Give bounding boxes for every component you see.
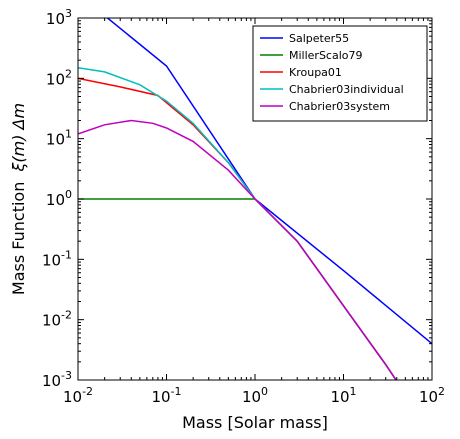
x-tick-label-exp: -1 <box>171 385 182 398</box>
x-tick-label: 100 <box>242 385 268 406</box>
x-tick-label-exp: 0 <box>261 385 268 398</box>
y-tick-label-base: 10 <box>46 70 65 88</box>
y-tick-label-exp: 1 <box>65 128 72 141</box>
y-tick-label-base: 10 <box>46 10 65 28</box>
x-tick-label: 10-2 <box>63 385 93 406</box>
legend-label: Chabrier03system <box>289 100 390 113</box>
legend-label: Kroupa01 <box>289 66 342 79</box>
x-tick-label-base: 10 <box>63 388 82 406</box>
y-tick-label-exp: -3 <box>61 369 72 382</box>
y-tick-label: 102 <box>46 67 72 88</box>
y-tick-label-exp: 2 <box>65 67 72 80</box>
x-tick-label-exp: -2 <box>82 385 93 398</box>
y-tick-label-exp: -2 <box>61 309 72 322</box>
x-axis-label: Mass [Solar mass] <box>182 413 328 432</box>
x-tick-label-base: 10 <box>242 388 261 406</box>
x-tick-label-base: 10 <box>151 388 170 406</box>
y-tick-label-base: 10 <box>42 312 61 330</box>
x-tick-label: 101 <box>330 385 356 406</box>
y-tick-label-base: 10 <box>42 251 61 269</box>
y-tick-label-exp: -1 <box>61 248 72 261</box>
tick-layer: 10-2 10-1 100 101 10210-310-210-110010110210… <box>42 7 445 406</box>
x-tick-label-base: 10 <box>330 388 349 406</box>
x-tick-label: 102 <box>419 385 445 406</box>
y-tick-label-base: 10 <box>46 131 65 149</box>
y-tick-label-exp: 3 <box>65 7 72 20</box>
y-tick-label: 10-2 <box>42 309 72 330</box>
legend: Salpeter55 MillerScalo79 Kroupa01 Chabrier0… <box>252 25 428 122</box>
legend-label: Chabrier03individual <box>289 83 404 96</box>
y-tick-label: 100 <box>46 188 72 209</box>
y-axis-label: Mass Function ξ(m) Δm <box>9 103 28 295</box>
y-tick-label: 10-1 <box>42 248 72 269</box>
series-layer <box>78 18 432 380</box>
legend-label: Salpeter55 <box>289 32 349 45</box>
legend-box <box>252 25 428 122</box>
y-axis-label-text: Mass Function <box>9 182 28 295</box>
y-axis-label-math: ξ(m) Δm <box>9 103 28 173</box>
x-tick-label-exp: 2 <box>438 385 445 398</box>
y-tick-label-exp: 0 <box>65 188 72 201</box>
y-tick-label-base: 10 <box>46 191 65 209</box>
y-tick-label: 101 <box>46 128 72 149</box>
x-tick-label-exp: 1 <box>350 385 357 398</box>
y-tick-label: 103 <box>46 7 72 28</box>
x-tick-label-base: 10 <box>419 388 438 406</box>
y-tick-label-base: 10 <box>42 372 61 390</box>
x-tick-label: 10-1 <box>151 385 181 406</box>
legend-label: MillerScalo79 <box>289 49 363 62</box>
y-tick-label: 10-3 <box>42 369 72 390</box>
series-line-chabrier03system <box>78 119 397 380</box>
